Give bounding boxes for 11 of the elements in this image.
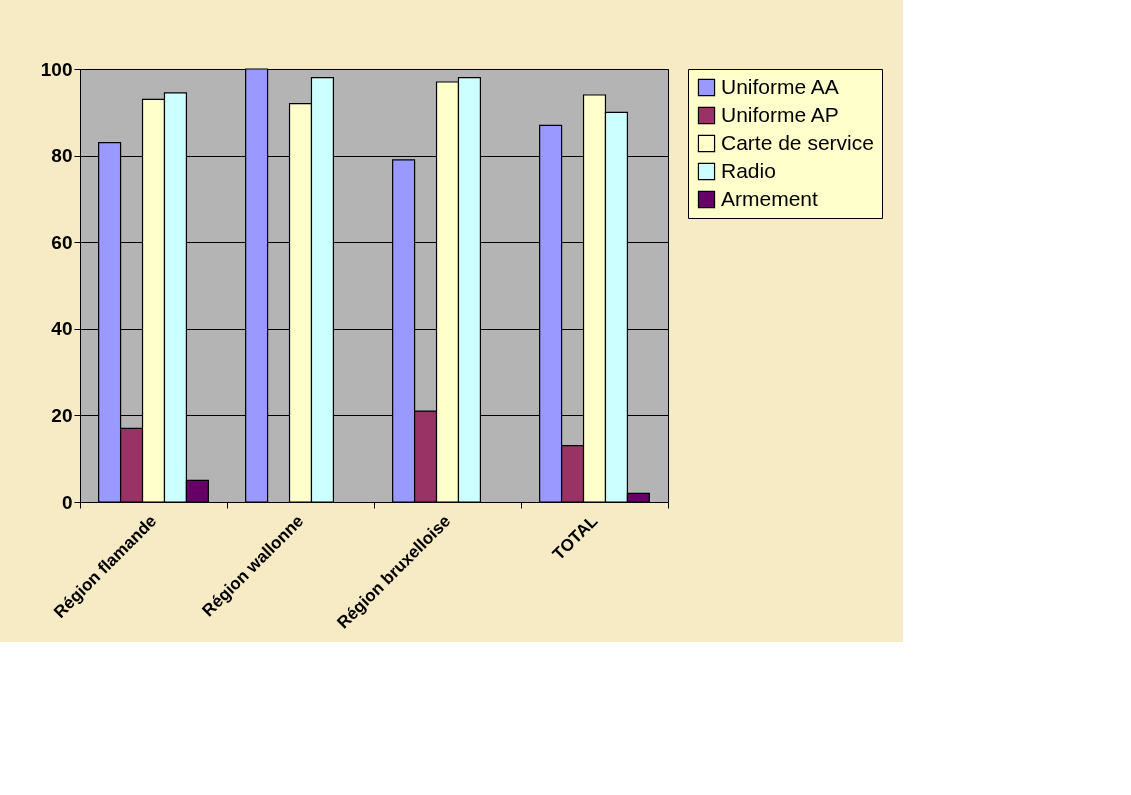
legend-label: Uniforme AA (721, 74, 839, 98)
legend-label: Radio (721, 158, 776, 182)
y-tick-label: 40 (51, 318, 73, 340)
y-tick-label: 20 (51, 404, 73, 426)
legend-label: Uniforme AP (721, 102, 839, 126)
legend-label: Carte de service (721, 130, 874, 154)
legend-label: Armement (721, 186, 819, 210)
y-tick-label: 0 (61, 491, 73, 513)
y-tick-label: 60 (51, 231, 73, 253)
y-tick-label: 80 (51, 145, 73, 167)
y-tick-label: 100 (40, 58, 73, 80)
